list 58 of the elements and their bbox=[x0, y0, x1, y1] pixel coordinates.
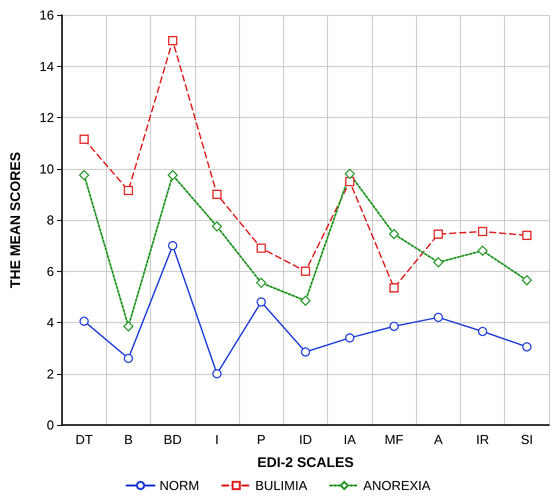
point bbox=[168, 170, 178, 180]
y-axis-title: THE MEAN SCORES bbox=[7, 152, 23, 288]
y-tick-label: 0 bbox=[46, 418, 54, 432]
point bbox=[256, 244, 266, 253]
point bbox=[345, 176, 354, 186]
point bbox=[80, 134, 89, 144]
point bbox=[522, 342, 532, 352]
point bbox=[168, 241, 178, 250]
point bbox=[300, 266, 310, 276]
y-tick-label: 10 bbox=[40, 161, 54, 176]
point bbox=[345, 333, 354, 342]
point bbox=[300, 347, 310, 357]
x-tick-label: A bbox=[434, 432, 443, 447]
point bbox=[256, 278, 266, 288]
x-tick-label: IR bbox=[476, 432, 490, 447]
point bbox=[389, 322, 399, 331]
point bbox=[124, 186, 134, 196]
x-tick-label: SI bbox=[520, 432, 534, 447]
x-tick-label: ID bbox=[299, 432, 312, 447]
y-tick-label: 2 bbox=[46, 366, 54, 382]
point bbox=[522, 275, 532, 286]
y-tick-label: 14 bbox=[40, 58, 54, 74]
point bbox=[389, 283, 399, 293]
point bbox=[123, 321, 134, 332]
point bbox=[124, 354, 134, 363]
point bbox=[300, 296, 311, 306]
point bbox=[388, 228, 400, 240]
point bbox=[434, 229, 443, 239]
point bbox=[478, 326, 488, 336]
point bbox=[80, 316, 89, 326]
point bbox=[434, 312, 443, 322]
y-tick-label: 12 bbox=[40, 110, 54, 125]
x-tick-label: P bbox=[256, 432, 266, 447]
point bbox=[212, 369, 222, 378]
legend-label: BULIMIA bbox=[255, 478, 308, 493]
x-tick-label: B bbox=[124, 432, 133, 447]
point bbox=[79, 170, 90, 180]
point bbox=[212, 190, 222, 199]
x-axis-title: EDI-2 SCALES bbox=[257, 454, 354, 470]
point bbox=[168, 36, 178, 46]
point bbox=[478, 226, 488, 236]
x-tick-label: MF bbox=[384, 432, 404, 447]
point bbox=[344, 168, 355, 179]
y-tick-label: 4 bbox=[46, 315, 54, 330]
x-tick-label: IA bbox=[344, 432, 356, 447]
point bbox=[522, 230, 532, 240]
point bbox=[433, 257, 444, 268]
x-tick-label: BD bbox=[164, 432, 182, 447]
y-tick-label: 8 bbox=[46, 212, 54, 228]
x-tick-label: I bbox=[215, 432, 219, 447]
point bbox=[256, 297, 266, 307]
point bbox=[477, 246, 488, 256]
x-tick-label: DT bbox=[75, 432, 93, 447]
y-tick-label: 6 bbox=[46, 264, 54, 279]
point bbox=[212, 221, 222, 232]
legend-label: ANOREXIA bbox=[363, 478, 431, 493]
legend-label: NORM bbox=[160, 478, 200, 493]
y-tick-label: 16 bbox=[40, 8, 54, 22]
